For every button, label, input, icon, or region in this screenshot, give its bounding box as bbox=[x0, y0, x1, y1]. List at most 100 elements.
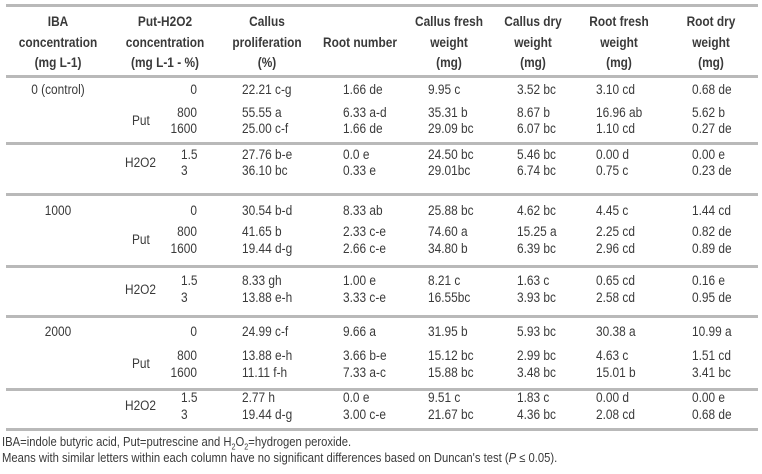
table-cell: 1.10 cd bbox=[596, 121, 635, 136]
treatment-label-put: Put bbox=[132, 232, 150, 247]
column-header-line: Put-H2O2 bbox=[137, 14, 193, 29]
table-cell: 16.55bc bbox=[428, 290, 471, 305]
table-cell: 30.38 a bbox=[596, 324, 636, 339]
table-rule bbox=[6, 4, 758, 7]
table-cell: 9.95 c bbox=[428, 82, 461, 97]
column-header-line: (mg) bbox=[606, 55, 632, 70]
table-cell: 5.46 bc bbox=[517, 147, 556, 162]
iba-concentration: 1000 bbox=[44, 203, 72, 218]
table-cell: 0.82 de bbox=[692, 224, 732, 239]
table-cell: 27.76 b-e bbox=[242, 147, 293, 162]
column-header-line: Callus bbox=[249, 14, 285, 29]
table-cell: 16.96 ab bbox=[596, 105, 643, 120]
table-cell: 35.31 b bbox=[428, 105, 468, 120]
column-header: Put-H2O2 concentration (mg L-1 - %) bbox=[126, 12, 205, 74]
treatment-concentration: 3 bbox=[181, 407, 188, 422]
column-header-line: Root number bbox=[323, 35, 397, 50]
treatment-concentration: 1600 bbox=[170, 241, 197, 256]
table-cell: 3.66 b-e bbox=[343, 348, 387, 363]
table-cell: 2.08 cd bbox=[596, 407, 635, 422]
treatment-concentration: 800 bbox=[177, 348, 197, 363]
footnote: IBA=indole butyric acid, Put=putrescine … bbox=[2, 435, 352, 452]
table-cell: 41.65 b bbox=[242, 224, 282, 239]
treatment-concentration: 0 bbox=[190, 82, 197, 97]
table-cell: 3.48 bc bbox=[517, 365, 556, 380]
table-cell: 1.63 c bbox=[517, 273, 550, 288]
table-cell: 1.66 de bbox=[343, 82, 383, 97]
column-header-line: weight bbox=[692, 34, 730, 50]
column-header-line: proliferation bbox=[232, 34, 302, 50]
table-cell: 21.67 bc bbox=[428, 407, 474, 422]
table-cell: 2.77 h bbox=[242, 390, 276, 405]
treatment-concentration: 3 bbox=[181, 290, 188, 305]
table-cell: 8.33 gh bbox=[242, 273, 282, 288]
table-cell: 0.00 e bbox=[692, 147, 726, 162]
table-cell: 0.68 de bbox=[692, 407, 732, 422]
table-rule bbox=[6, 265, 758, 268]
table-cell: 9.66 a bbox=[343, 324, 377, 339]
iba-concentration: 0 (control) bbox=[31, 82, 85, 97]
treatment-concentration: 1.5 bbox=[181, 390, 198, 405]
column-header-line: weight bbox=[600, 34, 638, 50]
column-header-line: (mg) bbox=[520, 55, 546, 70]
table-cell: 9.51 c bbox=[428, 390, 461, 405]
table-cell: 74.60 a bbox=[428, 224, 468, 239]
column-header: Callus fresh weight (mg) bbox=[415, 12, 483, 74]
table-cell: 2.33 c-e bbox=[343, 224, 386, 239]
iba-concentration: 2000 bbox=[44, 324, 72, 339]
table-cell: 3.10 cd bbox=[596, 82, 635, 97]
table-cell: 4.45 c bbox=[596, 203, 629, 218]
column-header-line: Root dry bbox=[686, 14, 736, 29]
treatment-concentration: 800 bbox=[177, 224, 197, 239]
table-cell: 0.00 d bbox=[596, 147, 630, 162]
treatment-label-put: Put bbox=[132, 356, 150, 371]
table-cell: 13.88 e-h bbox=[242, 348, 293, 363]
table-cell: 8.33 ab bbox=[343, 203, 383, 218]
table-cell: 0.89 de bbox=[692, 241, 732, 256]
treatment-concentration: 800 bbox=[177, 105, 197, 120]
table-cell: 0.68 de bbox=[692, 82, 732, 97]
table-cell: 1.00 e bbox=[343, 273, 377, 288]
treatment-label-put: Put bbox=[132, 113, 150, 128]
column-header: IBA concentration (mg L-1) bbox=[19, 12, 98, 74]
table-cell: 8.21 c bbox=[428, 273, 461, 288]
column-header: Callus proliferation (%) bbox=[232, 12, 301, 74]
table-cell: 7.33 a-c bbox=[343, 365, 386, 380]
table-cell: 2.58 cd bbox=[596, 290, 635, 305]
treatment-label-h2o2: H2O2 bbox=[125, 155, 157, 170]
table-cell: 15.88 bc bbox=[428, 365, 474, 380]
treatment-concentration: 0 bbox=[190, 203, 197, 218]
table-cell: 55.55 a bbox=[242, 105, 282, 120]
table-cell: 13.88 e-h bbox=[242, 290, 293, 305]
column-header: Root number bbox=[323, 33, 397, 54]
table-cell: 2.66 c-e bbox=[343, 241, 386, 256]
table-cell: 0.33 e bbox=[343, 163, 377, 178]
table-cell: 15.12 bc bbox=[428, 348, 474, 363]
treatment-concentration: 1600 bbox=[170, 121, 197, 136]
table-cell: 0.27 de bbox=[692, 121, 732, 136]
table-cell: 31.95 b bbox=[428, 324, 468, 339]
table-cell: 6.74 bc bbox=[517, 163, 556, 178]
column-header: Root dry weight (mg) bbox=[687, 12, 736, 74]
table-cell: 1.66 de bbox=[343, 121, 383, 136]
table-cell: 10.99 a bbox=[692, 324, 732, 339]
column-header: Root fresh weight (mg) bbox=[589, 12, 648, 74]
column-header-line: Callus fresh bbox=[414, 14, 484, 29]
table-cell: 4.62 bc bbox=[517, 203, 556, 218]
table-cell: 5.93 bc bbox=[517, 324, 556, 339]
table-rule bbox=[6, 75, 758, 78]
table-rule bbox=[6, 193, 758, 196]
column-header-line: (mg L-1) bbox=[34, 55, 82, 70]
table-cell: 25.88 bc bbox=[428, 203, 474, 218]
table-cell: 3.00 c-e bbox=[343, 407, 386, 422]
table-cell: 0.0 e bbox=[343, 147, 370, 162]
table-cell: 5.62 b bbox=[692, 105, 726, 120]
table-cell: 0.23 de bbox=[692, 163, 732, 178]
table-cell: 19.44 d-g bbox=[242, 407, 293, 422]
table-cell: 0.16 e bbox=[692, 273, 726, 288]
table-cell: 11.11 f-h bbox=[242, 365, 288, 380]
column-header: Callus dry weight (mg) bbox=[504, 12, 561, 74]
treatment-concentration: 1.5 bbox=[181, 147, 198, 162]
table-cell: 1.51 cd bbox=[692, 348, 731, 363]
column-header-line: (mg) bbox=[436, 55, 462, 70]
